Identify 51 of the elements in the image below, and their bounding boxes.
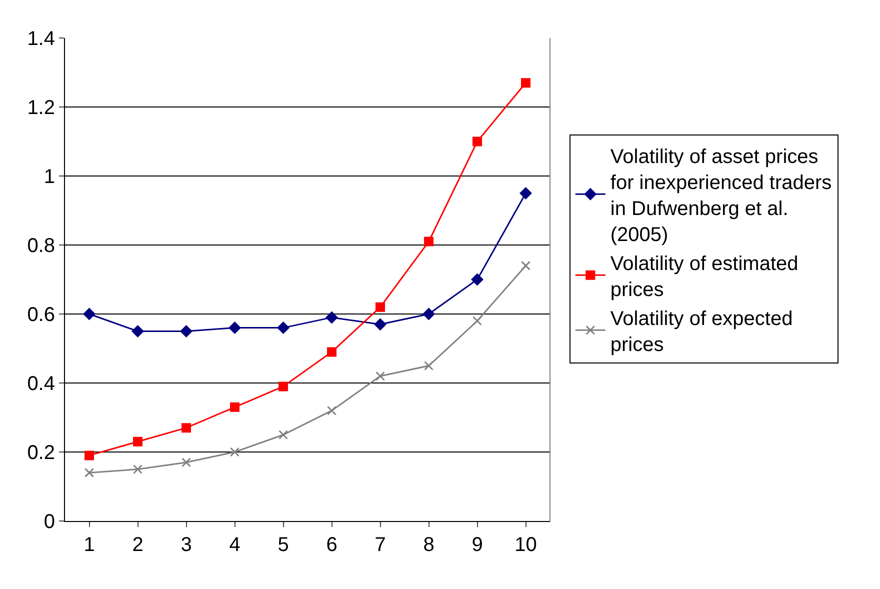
point [180,325,192,338]
point [472,136,482,146]
point [230,402,240,412]
x-tick-label: 5 [278,534,289,556]
point [422,308,435,320]
point [84,450,94,460]
x-tick-label: 4 [229,534,240,556]
point [84,468,94,478]
legend-label: Volatility of expected prices [610,308,793,356]
x-tick-label: 6 [326,534,338,556]
y-tick-label: 0.2 [27,442,55,464]
point [472,316,482,326]
point [376,302,385,312]
point [521,260,530,270]
point [326,312,338,324]
point [374,318,386,330]
point [376,371,385,381]
point [182,423,191,433]
point [230,447,240,457]
y-tick-label: 0 [44,511,55,533]
x-tick-label: 3 [180,534,192,556]
point [133,464,142,474]
x-tick-label: 8 [423,534,434,556]
point [133,436,142,446]
x-tick-label: 2 [132,534,144,556]
x-tick-label: 7 [374,534,386,556]
y-tick-label: 0.6 [27,304,55,326]
y-tick-label: 0.4 [27,373,55,395]
point [424,236,434,246]
point [278,382,288,392]
y-tick-label: 1.2 [27,97,55,119]
point [277,322,290,334]
legend-label: Volatility of asset prices for inexperienced traders in Dufwenberg et al. (2005) [610,146,832,246]
x-tick-label: 1 [84,534,95,556]
point [182,458,191,468]
point [278,430,288,440]
y-tick-label: 1.4 [27,28,55,50]
point [471,274,484,286]
point [83,308,96,320]
point [424,361,434,370]
x-tick-label: 10 [514,534,537,556]
x-tick-label: 9 [472,534,483,556]
y-tick-label: 0.8 [27,235,55,257]
point [327,347,336,357]
point [228,322,241,334]
y-tick-label: 1 [44,166,55,188]
legend-label: Volatility of estimated prices [610,252,798,301]
point [520,187,532,200]
point [132,325,144,338]
point [521,78,530,88]
point [327,406,336,416]
